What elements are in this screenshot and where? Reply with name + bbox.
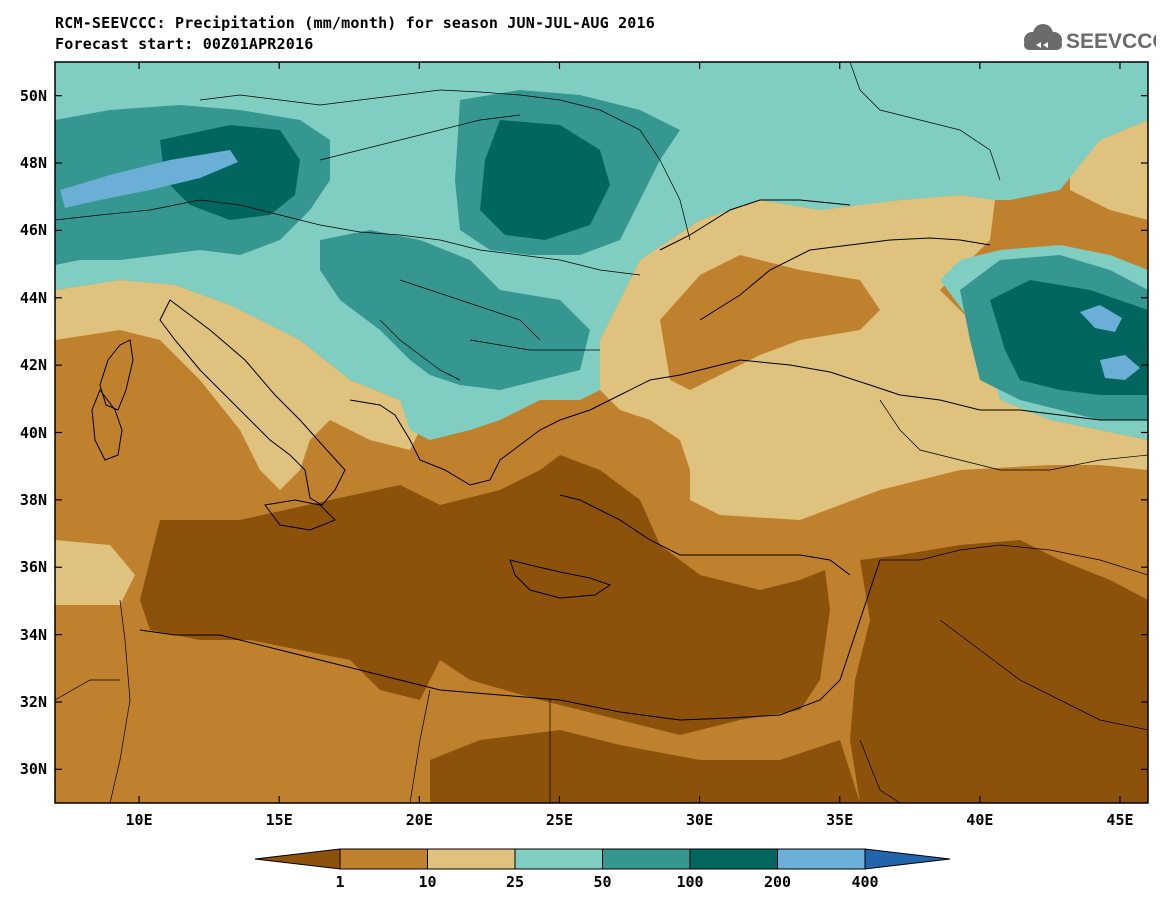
latitude-label: 48N [19,154,47,173]
forecast-start-subtitle: Forecast start: 00Z01APR2016 [55,35,314,53]
longitude-label: 10E [125,811,153,829]
latitude-label: 44N [19,288,47,307]
colorbar-segment [514,848,603,870]
longitude-label: 15E [265,811,293,829]
longitude-label: 25E [545,811,573,829]
latitude-label: 50N [19,86,47,105]
colorbar-extend-low [254,848,341,870]
latitude-label: 32N [19,692,47,711]
longitude-label: 35E [826,811,854,829]
precip-field-100-200-carpathians [480,120,610,240]
precip-field-200-400-caucasus-2 [1100,355,1140,380]
colorbar-extend-high [864,848,951,870]
colorbar-segment [339,848,428,870]
colorbar-segment [777,848,866,870]
longitude-label: 20E [405,811,433,829]
latitude-label: 40N [19,423,47,442]
latitude-label: 46N [19,221,47,240]
latitude-label: 34N [19,625,47,644]
precip-field-lt1-middle-east [850,540,1148,803]
precip-field-10-25-west [55,280,420,490]
colorbar-level-label: 50 [593,873,612,891]
cloud-icon [1024,24,1062,50]
latitude-tick-marks [55,95,1148,770]
latitude-label: 38N [19,490,47,509]
longitude-label: 45E [1106,811,1134,829]
colorbar-level-label: 25 [505,873,525,891]
colorbar-level-label: 1 [335,873,345,891]
colorbar-segment [427,848,516,870]
logo-text: SEEVCCC [1066,30,1156,53]
precip-field-10-25-ne-corner [1070,120,1148,220]
precip-field-100-200-alps [160,125,300,220]
longitude-label: 30E [686,811,714,829]
precip-field-lt1-mediterranean [140,455,830,735]
precip-field-200-400-caucasus [1080,305,1122,332]
precipitation-colorbar [254,848,951,870]
country-borders [55,62,1148,803]
colorbar-level-label: 100 [676,873,704,891]
precip-field-10-25-libya [55,540,135,605]
colorbar-segment [602,848,691,870]
colorbar-level-label: 10 [418,873,437,891]
latitude-label: 30N [19,760,47,779]
latitude-label: 36N [19,558,47,577]
precip-field-200-400-alps [60,150,238,208]
seevccc-logo: SEEVCCC [1024,24,1156,53]
coastlines [91,199,1148,721]
chart-title: RCM-SEEVCCC: Precipitation (mm/month) fo… [55,14,655,32]
colorbar-level-label: 200 [763,873,792,891]
longitude-label: 40E [966,811,994,829]
precip-field-1-10-black-sea [660,255,880,390]
longitude-tick-marks [138,62,1121,803]
latitude-label: 42N [19,356,47,375]
colorbar-level-label: 400 [851,873,879,891]
precip-field-50-100-balkans [320,230,590,390]
precip-field-lt1-libya-egypt [430,730,860,803]
colorbar-segment [689,848,778,870]
